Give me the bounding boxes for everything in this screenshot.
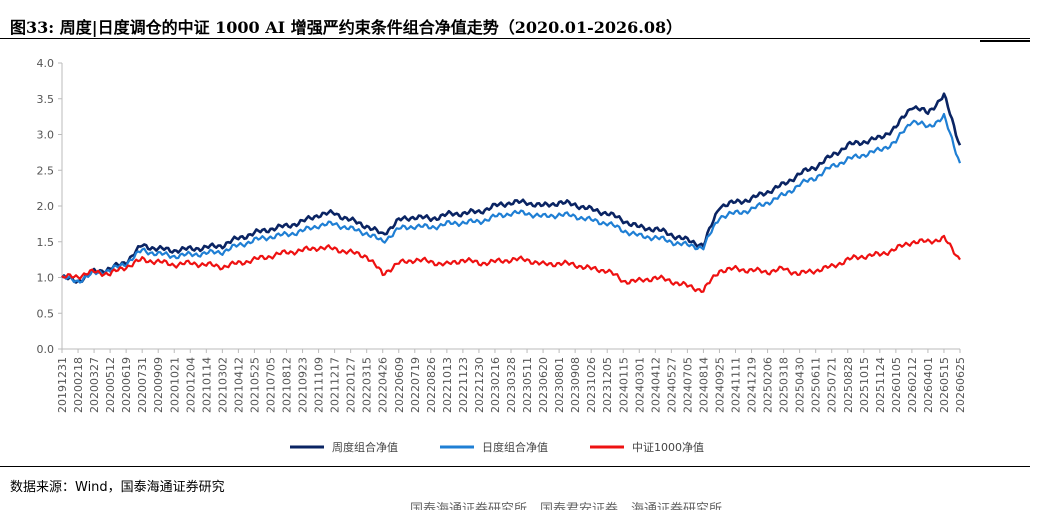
x-tick-label: 20200512 [104, 357, 117, 413]
chart-legend: 周度组合净值 日度组合净值 中证1000净值 [290, 440, 704, 454]
y-tick-label: 1.5 [37, 236, 55, 249]
x-tick-label: 20251015 [858, 357, 871, 413]
x-tick-label: 20250206 [762, 357, 775, 413]
x-tick-label: 20240115 [617, 357, 630, 413]
x-tick-label: 20230908 [569, 357, 582, 413]
x-tick-label: 20260401 [922, 357, 935, 413]
x-tick-label: 20230620 [537, 357, 550, 413]
nav-line-chart: 0.00.51.01.52.02.53.03.54.0 20191231 2020… [37, 57, 968, 454]
x-tick-label: 20240705 [681, 357, 694, 413]
x-tick-label: 20221123 [457, 357, 470, 413]
x-tick-label: 20230801 [553, 357, 566, 413]
x-tick-label: 20241111 [730, 357, 743, 413]
series-layer [61, 92, 962, 293]
x-tick-label: 20220127 [345, 357, 358, 413]
series-line-3 [61, 234, 961, 293]
x-tick-label: 20231205 [601, 357, 614, 413]
x-tick-label: 20221013 [441, 357, 454, 413]
x-tick-label: 20250430 [794, 357, 807, 413]
series-line-2 [61, 112, 962, 284]
x-tick-label: 20250828 [842, 357, 855, 413]
x-tick-label: 20210923 [297, 357, 310, 413]
x-tick-label: 20230328 [505, 357, 518, 413]
x-tick-label: 20220719 [409, 357, 422, 413]
x-tick-label: 20250721 [826, 357, 839, 413]
x-tick-label: 20240412 [649, 357, 662, 413]
figure-title: 图33: 周度|日度调仓的中证 1000 AI 增强严约束条件组合净值走势（20… [10, 18, 683, 37]
x-tick-label: 20210705 [264, 357, 277, 413]
x-tick-label: 20260515 [938, 357, 951, 413]
x-tick-label: 20240925 [713, 357, 726, 413]
data-source-note: 数据来源：Wind，国泰海通证券研究 [10, 480, 225, 495]
y-tick-label: 1.0 [37, 272, 55, 285]
x-tick-label: 20200327 [88, 357, 101, 413]
x-tick-label: 20210525 [248, 357, 261, 413]
x-tick-label: 20220826 [425, 357, 438, 413]
x-tick-label: 20221230 [473, 357, 486, 413]
y-tick-label: 4.0 [37, 57, 55, 70]
legend-label-1: 周度组合净值 [332, 440, 398, 454]
x-tick-label: 20220609 [393, 357, 406, 413]
x-tick-label: 20200619 [120, 357, 133, 413]
x-tick-label: 20211217 [329, 357, 342, 413]
x-tick-label: 20240527 [665, 357, 678, 413]
legend-label-2: 日度组合净值 [482, 440, 548, 454]
series-line-1 [61, 92, 962, 284]
x-tick-label: 20230511 [521, 357, 534, 413]
title-rule-accent [980, 40, 1030, 42]
x-tick-label: 20220315 [361, 357, 374, 413]
x-tick-label: 20210812 [281, 357, 294, 413]
y-tick-label: 3.5 [37, 93, 55, 106]
x-tick-label: 20210412 [232, 357, 245, 413]
x-tick-label: 20201021 [168, 357, 181, 413]
x-tick-label: 20260105 [890, 357, 903, 413]
legend-label-3: 中证1000净值 [632, 440, 704, 454]
y-tick-label: 2.0 [37, 200, 55, 213]
x-tick-label: 20200218 [72, 357, 85, 413]
x-tick-label: 20231026 [585, 357, 598, 413]
y-tick-label: 0.0 [37, 343, 55, 356]
x-tick-label: 20201204 [184, 357, 197, 413]
x-tick-label: 20250318 [778, 357, 791, 413]
x-tick-label: 20200909 [152, 357, 165, 413]
y-axis: 0.0 0.5 1.0 1.5 2.0 2.5 3.0 3.5 4.0 [37, 57, 63, 356]
x-tick-label: 20260625 [954, 357, 967, 413]
x-axis: 20191231 20200218 20200327 20200512 20200619… [56, 348, 967, 413]
x-tick-label: 20230216 [489, 357, 502, 413]
x-tick-label: 20240814 [697, 357, 710, 413]
y-tick-label: 2.5 [37, 164, 55, 177]
footer-ghost-text: 国泰海通证券研究所、国泰君安证券、海通证券研究所 [410, 502, 723, 510]
x-tick-label: 20211109 [313, 357, 326, 413]
x-tick-label: 20250611 [810, 357, 823, 413]
y-tick-label: 3.0 [37, 129, 55, 142]
x-tick-label: 20260212 [906, 357, 919, 413]
x-tick-label: 20200731 [136, 357, 149, 413]
y-tick-label: 0.5 [37, 307, 55, 320]
title-rule [0, 38, 1030, 39]
x-tick-label: 20191231 [56, 357, 69, 413]
x-tick-label: 20210302 [216, 357, 229, 413]
x-tick-label: 20240301 [633, 357, 646, 413]
x-tick-label: 20210114 [200, 357, 213, 413]
x-tick-label: 20241219 [746, 357, 759, 413]
source-rule [0, 466, 1030, 467]
x-tick-label: 20251124 [874, 357, 887, 413]
x-tick-label: 20220426 [377, 357, 390, 413]
figure-title-bar: 图33: 周度|日度调仓的中证 1000 AI 增强严约束条件组合净值走势（20… [0, 8, 1038, 38]
